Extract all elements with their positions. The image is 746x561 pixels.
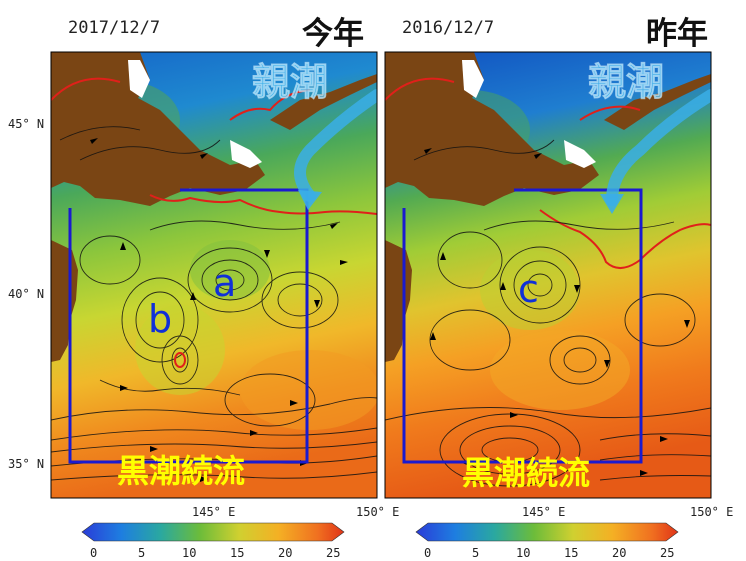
- lat-label-40: 40° N: [8, 287, 44, 301]
- left-panel-year-label: 今年: [302, 16, 364, 52]
- lat-label-45: 45° N: [8, 117, 44, 131]
- right-hokkaido-land: [385, 52, 599, 206]
- left-kuril-land: [270, 74, 377, 130]
- right-cbar-tick-0: 0: [424, 546, 431, 560]
- right-map: [385, 52, 711, 498]
- right-cbar-tick-10: 10: [516, 546, 530, 560]
- right-panel-date: 2016/12/7: [402, 18, 495, 38]
- right-front-line: [385, 77, 711, 269]
- right-oyashio-arrow: [606, 89, 711, 206]
- left-map-frame: [50, 51, 378, 499]
- left-eddy-label-a: a: [213, 261, 236, 305]
- right-oyashio-label: 親潮: [588, 60, 664, 104]
- left-oyashio-arrow: [294, 89, 377, 202]
- left-eddy-marker: [174, 352, 186, 368]
- right-eddy-label-c: c: [518, 267, 539, 311]
- left-oyashio-label: 親潮: [252, 60, 328, 104]
- left-kuroshio-label: 黒潮続流: [117, 452, 245, 490]
- left-colorbar: 0 5 10 15 20 25: [81, 522, 345, 560]
- left-lon-label-145: 145° E: [192, 505, 235, 519]
- left-lon-label-150: 150° E: [356, 505, 399, 519]
- left-cbar-tick-15: 15: [230, 546, 244, 560]
- left-region-box: [68, 188, 309, 464]
- right-lon-label-150: 150° E: [690, 505, 733, 519]
- left-front-line: [51, 77, 377, 215]
- left-hokkaido-land: [51, 52, 265, 206]
- right-cbar-tick-25: 25: [660, 546, 674, 560]
- left-cbar-tick-5: 5: [138, 546, 145, 560]
- left-cbar-tick-0: 0: [90, 546, 97, 560]
- right-kuril-land: [604, 74, 711, 130]
- right-map-frame: [384, 51, 712, 499]
- right-kuroshio-label: 黒潮続流: [462, 454, 590, 492]
- left-streamlines: [51, 126, 377, 481]
- right-cbar-tick-5: 5: [472, 546, 479, 560]
- left-eddy-label-b: b: [148, 297, 172, 341]
- right-lon-label-145: 145° E: [522, 505, 565, 519]
- right-colorbar: 0 5 10 15 20 25: [415, 522, 679, 560]
- left-panel-date: 2017/12/7: [68, 18, 161, 38]
- left-cbar-tick-20: 20: [278, 546, 292, 560]
- left-map: [51, 52, 377, 498]
- left-cbar-tick-25: 25: [326, 546, 340, 560]
- left-cbar-tick-10: 10: [182, 546, 196, 560]
- right-cbar-tick-20: 20: [612, 546, 626, 560]
- left-vector-arrows: [90, 138, 348, 482]
- right-cbar-tick-15: 15: [564, 546, 578, 560]
- right-region-box: [402, 188, 643, 464]
- right-panel-year-label: 昨年: [646, 16, 708, 52]
- lat-label-35: 35° N: [8, 457, 44, 471]
